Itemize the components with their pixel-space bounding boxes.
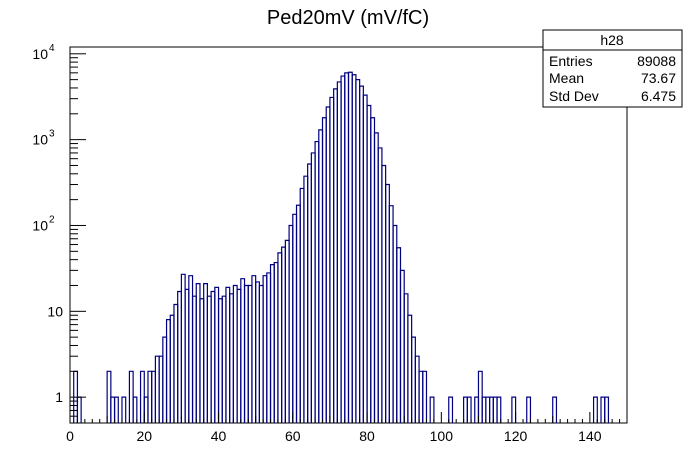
x-tick-label: 120 <box>504 428 528 444</box>
y-tick-exponent: 3 <box>49 129 55 140</box>
histogram-bin <box>552 396 558 423</box>
histogram-bin <box>429 396 435 423</box>
x-tick-label: 80 <box>359 428 375 444</box>
histogram-bin <box>113 396 119 423</box>
histogram-bin <box>526 396 532 423</box>
x-tick-label: 0 <box>66 428 74 444</box>
stats-histogram-name: h28 <box>600 32 624 48</box>
x-tick-label: 60 <box>285 428 301 444</box>
y-tick-label: 1 <box>55 389 63 405</box>
histogram-bin <box>132 396 138 423</box>
stats-label-stddev: Std Dev <box>549 88 599 104</box>
histogram-bin <box>422 370 428 423</box>
y-tick-label: 10 <box>32 46 48 62</box>
y-tick-label: 10 <box>32 132 48 148</box>
histogram-bin <box>496 396 502 423</box>
y-tick-label: 10 <box>47 303 63 319</box>
histogram-bin <box>466 396 472 423</box>
histogram-bin <box>592 396 598 423</box>
stats-label-entries: Entries <box>549 53 593 69</box>
chart-title: Ped20mV (mV/fC) <box>267 7 429 29</box>
x-tick-label: 40 <box>211 428 227 444</box>
stats-box-frame <box>542 29 683 108</box>
stats-value-stddev: 6.475 <box>641 88 676 104</box>
histogram-bin <box>121 396 127 423</box>
x-tick-label: 100 <box>430 428 454 444</box>
x-axis: 0 20 40 60 80 100 120 140 <box>66 412 628 444</box>
y-tick-exponent: 4 <box>49 43 55 54</box>
x-tick-label: 140 <box>578 428 602 444</box>
stats-value-mean: 73.67 <box>641 70 676 86</box>
y-tick-exponent: 2 <box>49 214 55 225</box>
stats-value-entries: 89088 <box>637 53 676 69</box>
x-tick-label: 20 <box>136 428 152 444</box>
stats-label-mean: Mean <box>549 70 584 86</box>
y-tick-label: 10 <box>32 217 48 233</box>
histogram-bin <box>511 396 517 423</box>
stats-box: h28 Entries 89088 Mean 73.67 Std Dev 6.4… <box>542 29 683 108</box>
histogram-bin <box>448 396 454 423</box>
histogram-bin <box>604 396 610 423</box>
histogram-series <box>73 71 610 423</box>
